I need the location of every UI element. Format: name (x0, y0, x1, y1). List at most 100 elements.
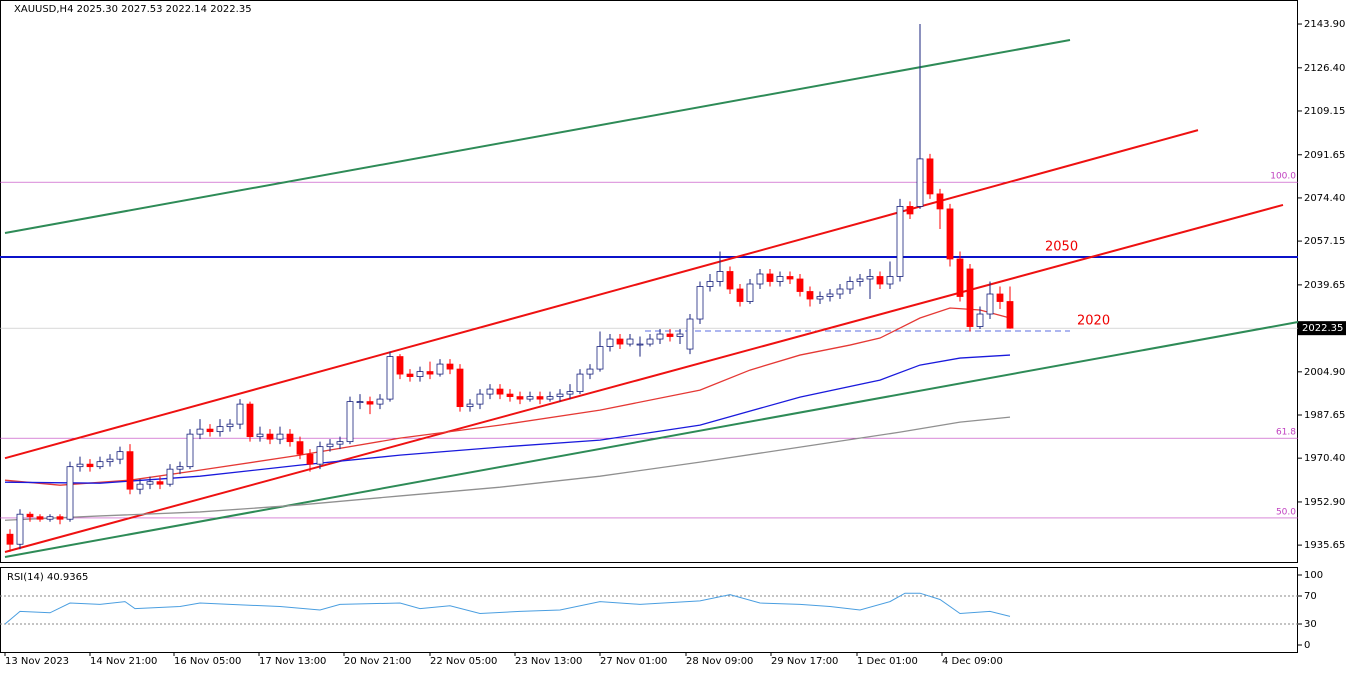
candle-body (86, 463, 94, 468)
candle-body (546, 396, 554, 400)
candle-body (346, 401, 354, 443)
candle-body (526, 396, 534, 400)
candle-body (256, 433, 264, 438)
candle-body (946, 208, 954, 260)
rsi-tick-label: 30 (1304, 619, 1317, 630)
moving-average (4, 354, 1011, 484)
candle-body (936, 193, 944, 210)
candle-body (726, 271, 734, 290)
moving-average (4, 307, 1011, 486)
candle-body (736, 288, 744, 302)
candle-body (416, 371, 424, 377)
candle-body (166, 468, 174, 485)
candle-body (486, 388, 494, 395)
candle-body (196, 428, 204, 435)
candle-body (306, 453, 314, 465)
candle-body (6, 533, 14, 545)
candle-body (576, 373, 584, 392)
x-tick-label: 23 Nov 13:00 (515, 656, 582, 667)
y-tick-label: 1935.65 (1304, 540, 1345, 551)
candle-body (106, 458, 114, 463)
candle-body (356, 401, 364, 404)
fib-label: 100.0 (1270, 172, 1296, 182)
x-tick-label: 22 Nov 05:00 (430, 656, 497, 667)
candle-body (926, 158, 934, 195)
x-tick-label: 29 Nov 17:00 (771, 656, 838, 667)
y-tick-label: 2039.65 (1304, 280, 1345, 291)
candle-body (556, 393, 564, 398)
x-tick-label: 13 Nov 2023 (5, 656, 69, 667)
candle-body (676, 333, 684, 337)
candle-body (716, 271, 724, 282)
trendline (4, 203, 1284, 553)
x-tick-label: 16 Nov 05:00 (174, 656, 241, 667)
candle-body (656, 333, 664, 340)
candle-body (836, 288, 844, 295)
candle-body (516, 396, 524, 400)
candle-body (366, 401, 374, 405)
candle-body (756, 273, 764, 285)
rsi-tick-label: 100 (1304, 570, 1323, 581)
candle-body (786, 276, 794, 280)
candle-body (596, 346, 604, 370)
candle-body (376, 398, 384, 405)
y-tick-label: 2057.15 (1304, 236, 1345, 247)
rsi-pane (0, 567, 1298, 653)
annotation: 2050 (1045, 239, 1078, 254)
candle-body (1006, 301, 1014, 329)
y-tick-label: 2091.65 (1304, 150, 1345, 161)
candle-body (806, 291, 814, 300)
candle-body (236, 403, 244, 425)
candle-body (586, 368, 594, 375)
candle-body (386, 356, 394, 400)
candle-body (446, 363, 454, 370)
candle-body (976, 313, 984, 327)
candle-body (666, 333, 674, 337)
candle-body (906, 206, 914, 215)
x-tick-label: 4 Dec 09:00 (942, 656, 1003, 667)
annotation: 2020 (1077, 314, 1110, 329)
candle-body (536, 396, 544, 400)
y-tick-label: 1952.90 (1304, 497, 1345, 508)
rsi-line (4, 592, 1011, 625)
rsi-tick-label: 70 (1304, 591, 1317, 602)
y-tick-label: 1970.40 (1304, 453, 1345, 464)
candle-body (956, 258, 964, 297)
x-tick-label: 28 Nov 09:00 (686, 656, 753, 667)
candle-body (296, 441, 304, 455)
candle-body (816, 296, 824, 300)
candle-body (216, 426, 224, 433)
candle-body (966, 268, 974, 327)
candle-body (796, 278, 804, 292)
candle-body (286, 433, 294, 443)
moving-average (4, 416, 1011, 521)
candle-body (626, 338, 634, 345)
candle-body (156, 481, 164, 485)
candle-body (476, 393, 484, 405)
fib-label: 50.0 (1276, 507, 1296, 517)
candle-body (186, 433, 194, 468)
trendline (4, 39, 1071, 234)
main-pane (0, 0, 1298, 563)
candle-body (856, 278, 864, 282)
fib-label: 61.8 (1276, 428, 1296, 438)
candle-body (146, 481, 154, 485)
candle-body (116, 451, 124, 460)
candle-body (996, 293, 1004, 302)
candle-body (426, 371, 434, 375)
trendline (4, 321, 1299, 558)
candle-body (206, 428, 214, 433)
candle-body (466, 403, 474, 408)
candle-body (316, 446, 324, 465)
y-tick-label: 2004.90 (1304, 367, 1345, 378)
candle-body (846, 281, 854, 290)
candle-body (246, 403, 254, 438)
candle-body (396, 356, 404, 375)
x-tick-label: 20 Nov 21:00 (344, 656, 411, 667)
candle-body (66, 466, 74, 520)
x-tick-label: 17 Nov 13:00 (259, 656, 326, 667)
candle-body (826, 293, 834, 297)
candle-body (986, 293, 994, 315)
candle-body (706, 281, 714, 287)
x-tick-label: 1 Dec 01:00 (857, 656, 918, 667)
